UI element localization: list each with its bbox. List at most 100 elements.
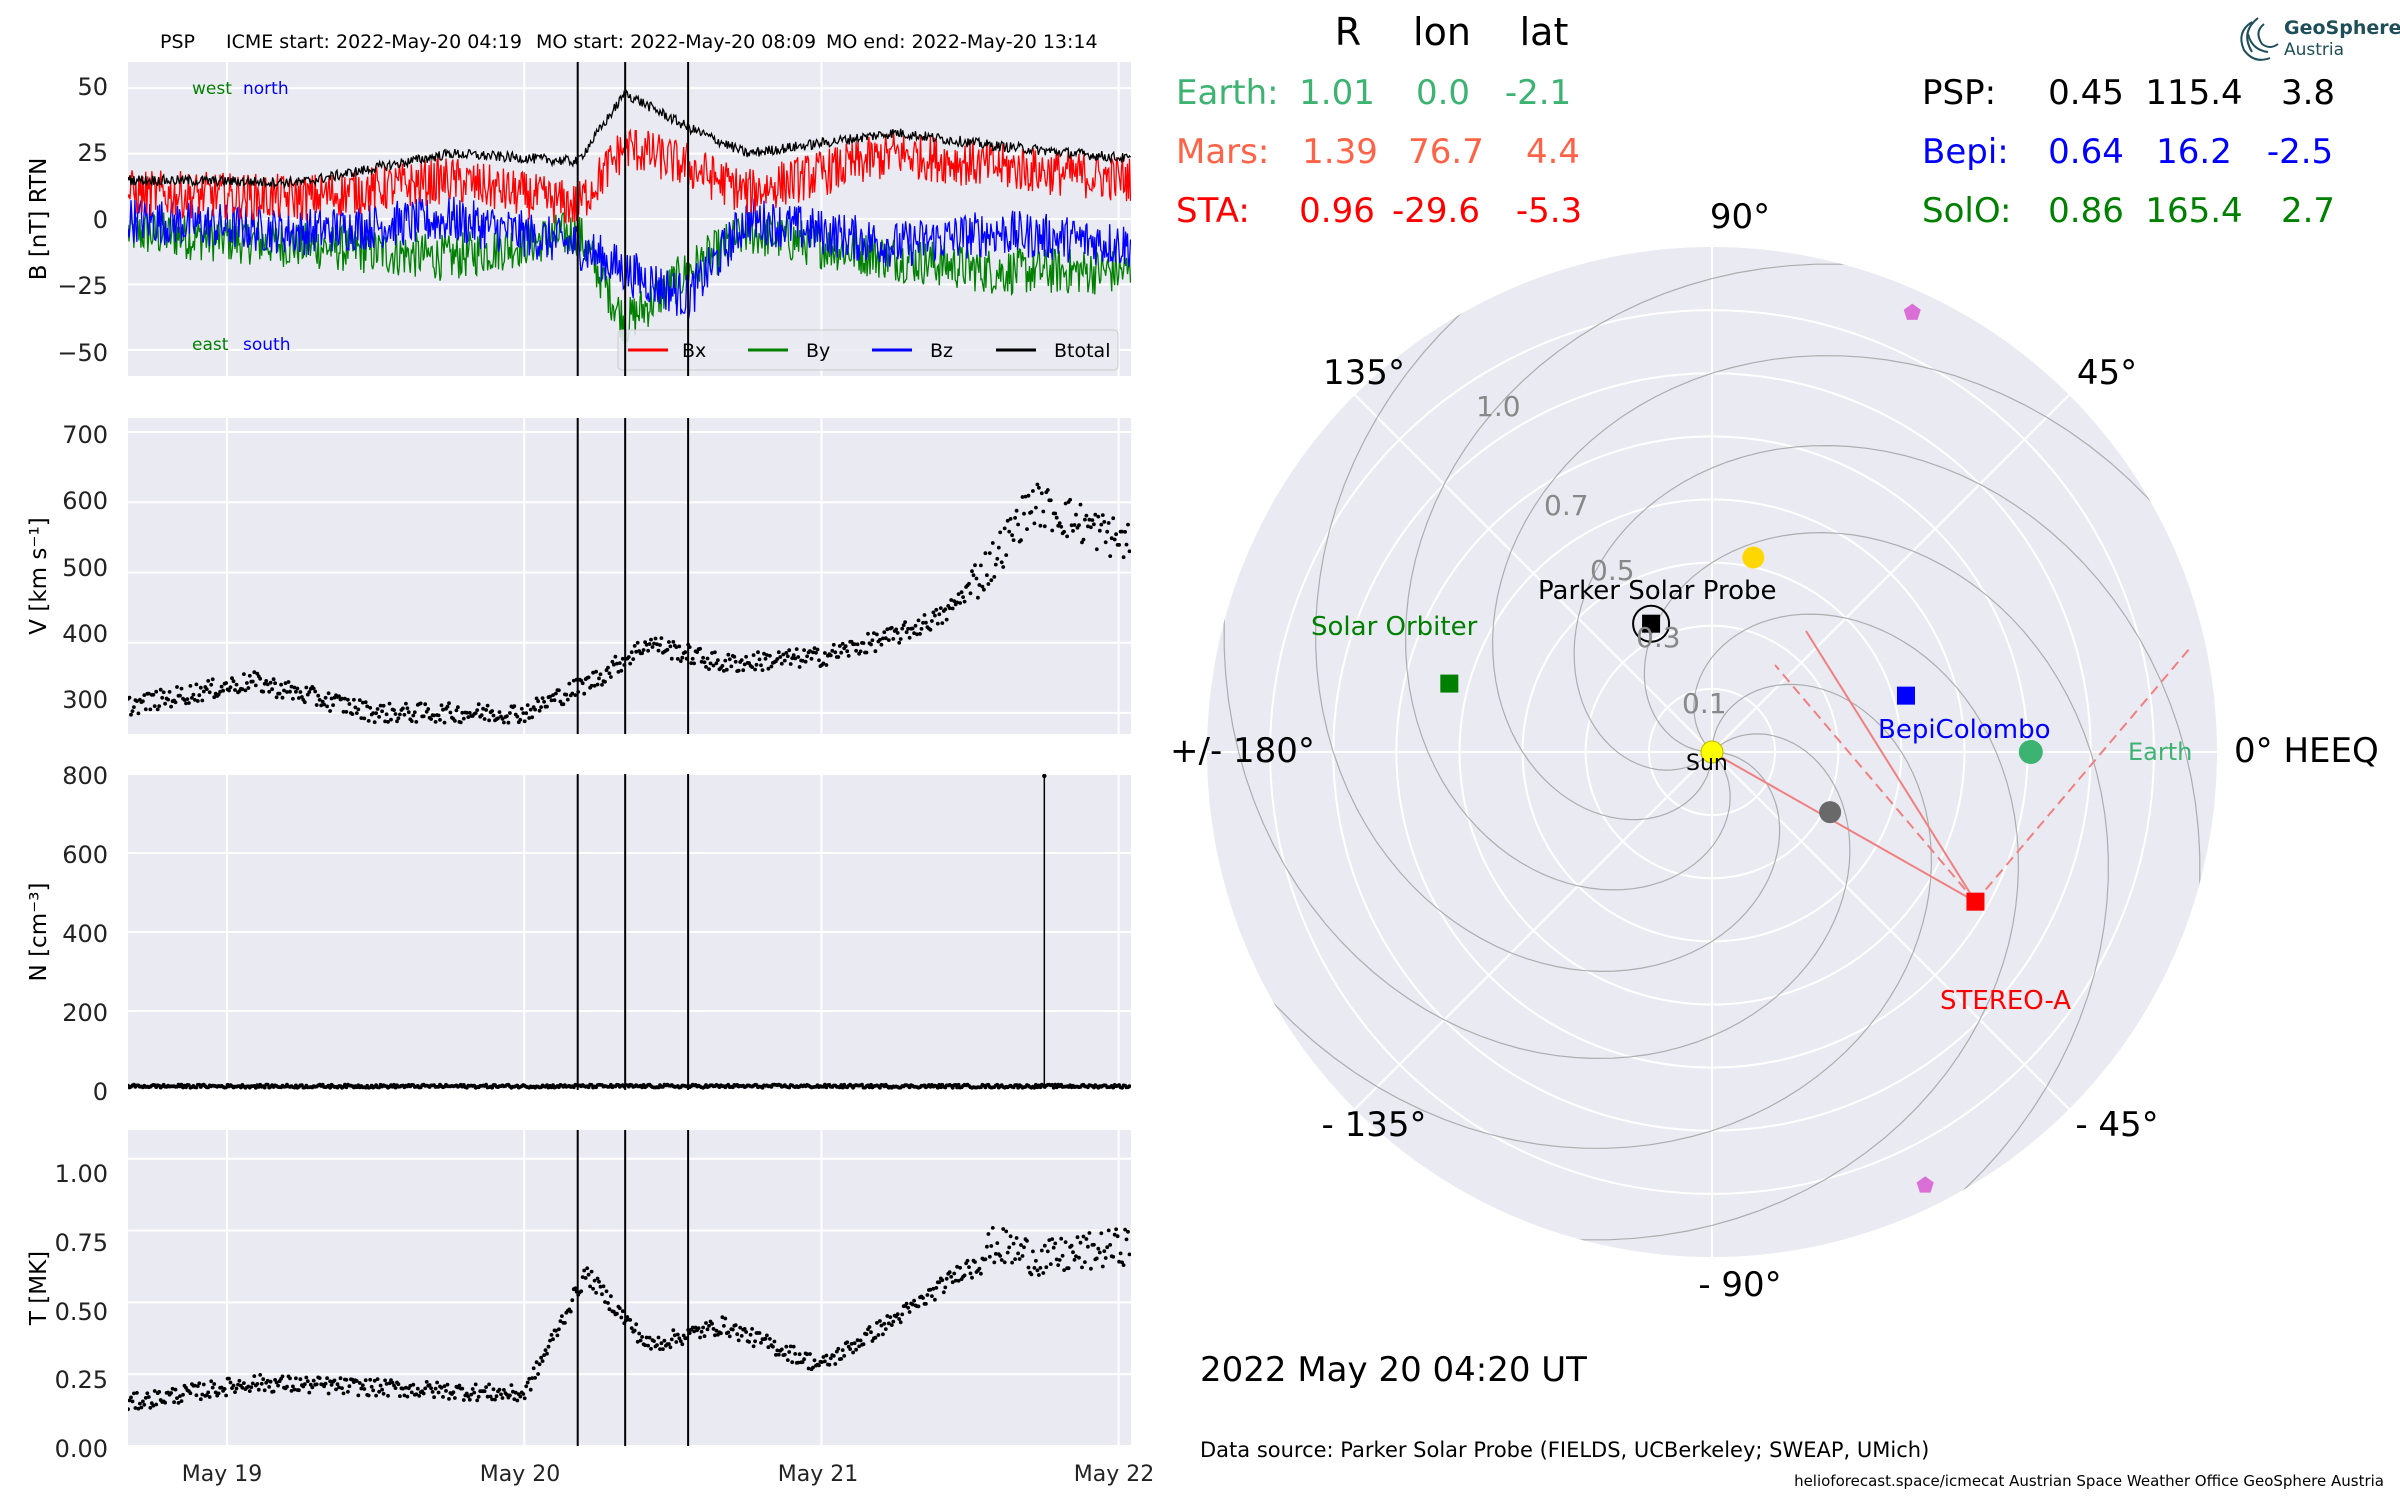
point-v [178,693,182,698]
point-v [282,688,286,693]
row-sta-r: 0.96 [1299,191,1375,231]
point-t [366,1393,371,1398]
point-t [861,1342,866,1347]
point-v [916,618,921,623]
point-v [1065,534,1069,539]
point-t [354,1379,359,1383]
point-v [882,630,887,635]
point-t [748,1332,753,1337]
row-psp-name: PSP: [1922,73,1996,113]
point-t [178,1394,182,1398]
point-v [778,655,783,659]
point-t [891,1319,896,1324]
point-v [1094,547,1099,552]
point-v [677,644,682,649]
point-v [952,599,957,603]
point-t [661,1347,665,1351]
point-v [658,643,662,647]
point-t [885,1314,890,1318]
point-v [1045,488,1050,492]
point-t [502,1388,506,1392]
point-v [184,701,188,706]
point-t [667,1342,671,1346]
point-v [598,672,603,677]
point-v [885,627,890,632]
point-v [934,607,939,612]
point-v [264,679,269,683]
point-t [193,1383,197,1388]
bepi-marker [1896,686,1915,705]
point-t [175,1396,179,1400]
point-t [772,1339,777,1344]
point-t [726,1330,731,1335]
point-t [986,1232,991,1236]
point-v [540,696,545,700]
point-t [583,1276,588,1280]
point-t [435,1380,439,1385]
point-v [200,698,205,703]
point-v [897,640,902,645]
point-v [1013,516,1017,520]
point-t [727,1334,732,1339]
point-t [212,1382,217,1386]
point-v [650,645,655,649]
point-t [497,1387,502,1392]
panel-n-series [128,774,1131,1090]
point-t [169,1391,174,1395]
parker-spiral-2 [1207,683,1933,1149]
point-t [508,1393,512,1398]
point-t [603,1300,607,1304]
point-t [953,1278,958,1283]
point-t [779,1347,784,1352]
point-v [669,656,674,661]
point-t [1001,1227,1006,1231]
point-v [485,703,490,708]
point-t [469,1392,474,1397]
t-ytick-0.25: 0.25 [55,1366,108,1394]
row-earth-r: 1.01 [1299,73,1375,113]
point-v [701,655,705,660]
point-t [1112,1232,1117,1237]
point-t [356,1393,361,1398]
point-t [921,1296,925,1300]
point-t [1042,1243,1047,1248]
point-t [671,1328,676,1333]
point-t [531,1366,536,1371]
point-t [990,1226,995,1230]
point-v [179,686,184,691]
panel-t-series [128,1226,1131,1412]
series-bx [128,128,1131,225]
point-t [142,1402,147,1407]
point-t [821,1355,826,1359]
point-v [240,687,245,692]
point-t [485,1394,490,1399]
point-t [323,1381,328,1386]
point-t [441,1395,445,1399]
point-t [129,1395,133,1400]
point-t [987,1254,992,1259]
legend-bz: Bz [930,340,953,362]
point-t [475,1398,480,1403]
point-t [681,1333,686,1338]
point-t [967,1265,971,1269]
point-t [231,1383,236,1388]
point-t [823,1359,827,1364]
point-t [378,1383,383,1388]
point-v [800,658,805,663]
point-n [179,1082,184,1087]
point-v [610,659,615,664]
point-v [285,690,289,694]
point-t [570,1298,575,1303]
point-t [753,1339,757,1344]
point-t [836,1346,841,1351]
point-t [906,1305,910,1310]
point-v [597,676,601,681]
xtick-may21: May 21 [778,1462,858,1487]
point-v [809,656,814,661]
point-v [201,689,206,694]
point-t [259,1381,264,1386]
point-v [729,664,734,669]
point-v [869,642,873,647]
point-v [243,688,248,693]
point-t [493,1397,497,1402]
